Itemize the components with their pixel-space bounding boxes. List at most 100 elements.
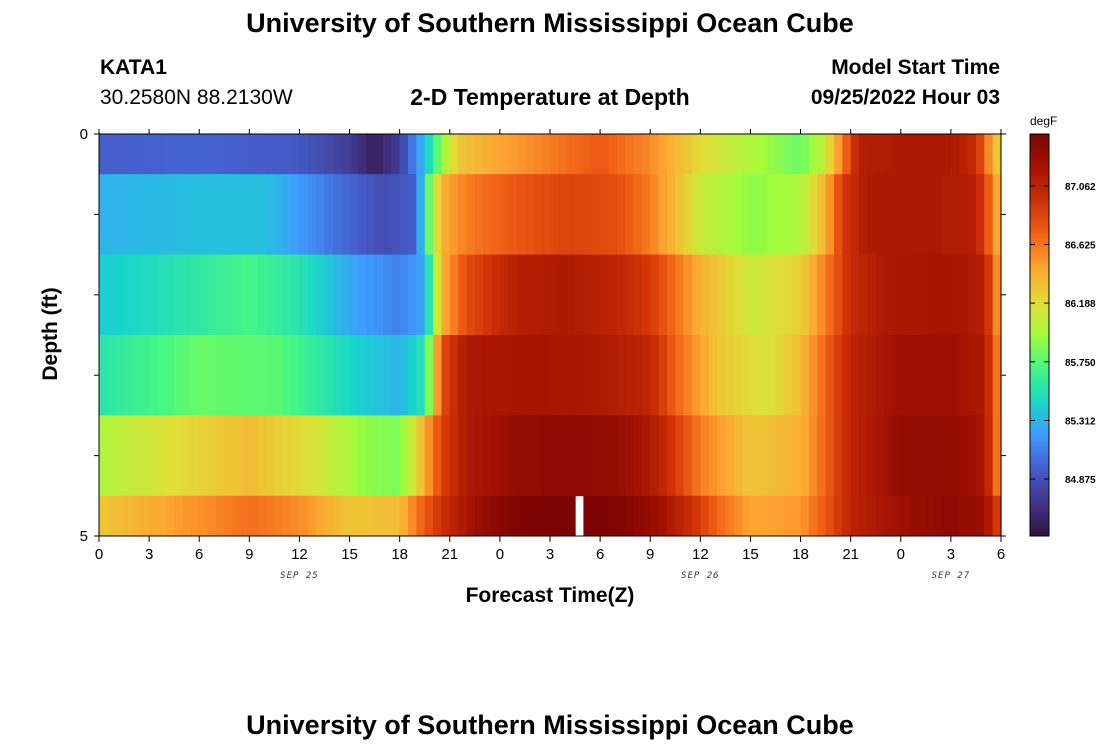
heatmap-cell bbox=[533, 134, 543, 175]
heatmap-cell bbox=[357, 254, 367, 336]
colorbar-tick-label: 84.875 bbox=[1065, 475, 1096, 486]
heatmap-cell bbox=[149, 335, 159, 416]
heatmap-cell bbox=[483, 174, 493, 255]
heatmap-cell bbox=[441, 174, 451, 255]
heatmap-cell bbox=[541, 254, 551, 336]
heatmap-cell bbox=[99, 254, 108, 336]
heatmap-cell bbox=[449, 174, 459, 255]
heatmap-cell bbox=[491, 134, 501, 175]
heatmap-cell bbox=[483, 254, 493, 336]
heatmap-cell bbox=[433, 254, 443, 336]
heatmap-cell bbox=[942, 415, 952, 497]
heatmap-cell bbox=[124, 134, 134, 175]
heatmap-cell bbox=[934, 134, 944, 175]
heatmap-cell bbox=[266, 335, 275, 416]
heatmap-cell bbox=[157, 134, 167, 175]
heatmap-cell bbox=[700, 174, 710, 255]
heatmap-cell bbox=[733, 174, 743, 255]
heatmap-cell bbox=[583, 335, 593, 416]
heatmap-cell bbox=[700, 495, 710, 537]
heatmap-cell bbox=[516, 174, 526, 255]
heatmap-cell bbox=[382, 134, 392, 175]
heatmap-cell bbox=[357, 174, 367, 255]
heatmap-cell bbox=[875, 415, 885, 497]
heatmap-cell bbox=[859, 415, 868, 497]
heatmap-cell bbox=[357, 415, 367, 497]
heatmap-cell bbox=[399, 335, 409, 416]
heatmap-cell bbox=[199, 254, 209, 336]
heatmap-cell bbox=[750, 495, 760, 537]
heatmap-cell bbox=[558, 495, 568, 537]
heatmap-cell bbox=[959, 254, 969, 336]
heatmap-cell bbox=[232, 174, 242, 255]
heatmap-cell bbox=[566, 335, 576, 416]
heatmap-cell bbox=[600, 495, 610, 537]
heatmap-cell bbox=[616, 174, 626, 255]
heatmap-cell bbox=[641, 415, 651, 497]
heatmap-cell bbox=[541, 495, 551, 537]
heatmap-cell bbox=[767, 134, 777, 175]
heatmap-cell bbox=[641, 174, 651, 255]
heatmap-cell bbox=[717, 335, 726, 416]
heatmap-cell bbox=[374, 415, 384, 497]
heatmap-cell bbox=[124, 495, 134, 537]
heatmap-cell bbox=[925, 495, 935, 537]
heatmap-cell bbox=[583, 254, 593, 336]
heatmap-cell bbox=[307, 254, 317, 336]
heatmap-cell bbox=[316, 254, 326, 336]
heatmap-cell bbox=[583, 495, 593, 537]
heatmap-cells bbox=[99, 134, 1002, 537]
heatmap-cell bbox=[282, 415, 292, 497]
heatmap-cell bbox=[274, 254, 284, 336]
heatmap-cell bbox=[165, 134, 175, 175]
heatmap-cell bbox=[115, 254, 125, 336]
heatmap-cell bbox=[124, 174, 134, 255]
heatmap-cell bbox=[157, 415, 167, 497]
heatmap-cell bbox=[424, 254, 434, 336]
heatmap-cell bbox=[658, 254, 668, 336]
heatmap-cell bbox=[800, 254, 810, 336]
heatmap-cell bbox=[299, 174, 309, 255]
heatmap-cell bbox=[817, 495, 827, 537]
x-tick-label: 6 bbox=[195, 546, 203, 563]
heatmap-cell bbox=[992, 335, 1002, 416]
heatmap-cell bbox=[190, 495, 200, 537]
heatmap-cell bbox=[625, 254, 635, 336]
heatmap-cell bbox=[934, 174, 944, 255]
heatmap-cell bbox=[850, 495, 860, 537]
heatmap-cell bbox=[533, 415, 543, 497]
heatmap-cell bbox=[541, 134, 551, 175]
heatmap-cell bbox=[783, 134, 793, 175]
heatmap-cell bbox=[666, 134, 676, 175]
x-tick-label: 0 bbox=[496, 546, 504, 563]
heatmap-cell bbox=[149, 174, 159, 255]
heatmap-cell bbox=[349, 254, 359, 336]
heatmap-cell bbox=[817, 174, 827, 255]
heatmap-cell bbox=[750, 174, 760, 255]
heatmap-cell bbox=[675, 174, 685, 255]
heatmap-cell bbox=[884, 335, 894, 416]
heatmap-cell bbox=[975, 254, 985, 336]
heatmap-cell bbox=[174, 134, 184, 175]
heatmap-cell bbox=[282, 174, 292, 255]
heatmap-cell bbox=[341, 134, 351, 175]
heatmap-cell bbox=[433, 335, 443, 416]
heatmap-cell bbox=[708, 254, 718, 336]
heatmap-cell bbox=[249, 254, 259, 336]
heatmap-cell bbox=[566, 254, 576, 336]
heatmap-cell bbox=[917, 495, 927, 537]
heatmap-cell bbox=[550, 415, 559, 497]
heatmap-cell bbox=[165, 174, 175, 255]
heatmap-cell bbox=[825, 174, 835, 255]
heatmap-cell bbox=[850, 174, 860, 255]
heatmap-cell bbox=[842, 254, 852, 336]
heatmap-cell bbox=[808, 254, 818, 336]
heatmap-cell bbox=[332, 335, 342, 416]
heatmap-cell bbox=[449, 495, 459, 537]
heatmap-cell bbox=[458, 174, 468, 255]
heatmap-cell bbox=[182, 495, 192, 537]
heatmap-cell bbox=[341, 174, 351, 255]
heatmap-cell bbox=[399, 495, 409, 537]
x-tick-label: 12 bbox=[692, 546, 709, 563]
heatmap-cell bbox=[600, 174, 610, 255]
